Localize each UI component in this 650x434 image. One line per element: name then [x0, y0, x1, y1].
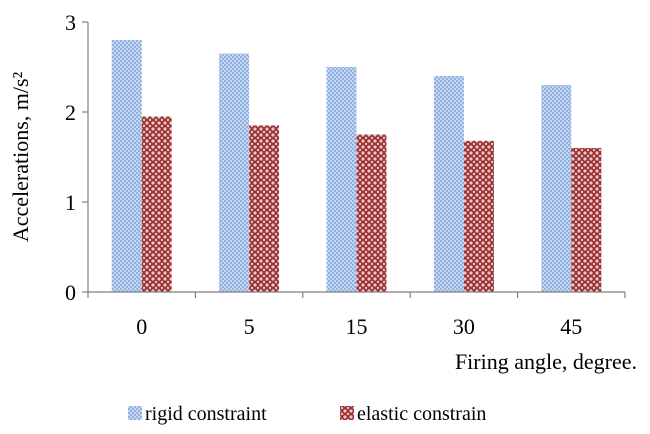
y-ticks-group: 0 1 2 3 — [65, 10, 88, 305]
legend-label-rigid: rigid constraint — [145, 403, 267, 425]
bar-elastic-30 — [463, 140, 494, 292]
bar-rigid-5 — [219, 53, 250, 292]
bar-rigid-45 — [541, 85, 572, 292]
bar-rigid-15 — [326, 67, 357, 292]
x-tick-label: 5 — [244, 314, 255, 339]
y-axis-title: Accelerations, m/s² — [8, 71, 33, 242]
bar-elastic-15 — [356, 134, 387, 292]
bar-elastic-0 — [141, 116, 172, 292]
bars-group — [111, 40, 602, 292]
legend-swatch-rigid — [128, 406, 142, 420]
x-axis-title: Firing angle, degree. — [455, 349, 637, 374]
bar-elastic-45 — [571, 148, 602, 292]
legend-label-elastic: elastic constrain — [357, 403, 486, 425]
bar-elastic-5 — [249, 125, 280, 292]
y-tick-label: 0 — [65, 280, 76, 305]
y-tick-label: 2 — [65, 100, 76, 125]
legend-swatch-elastic — [340, 406, 354, 420]
bar-rigid-0 — [111, 40, 142, 292]
x-tick-label: 30 — [453, 314, 475, 339]
y-tick-label: 1 — [65, 190, 76, 215]
x-ticks-group: 0 5 15 30 45 — [87, 292, 626, 339]
x-tick-label: 45 — [560, 314, 582, 339]
x-tick-label: 15 — [346, 314, 368, 339]
x-tick-label: 0 — [136, 314, 147, 339]
y-tick-label: 3 — [65, 10, 76, 35]
legend: rigid constraint elastic constrain — [128, 403, 486, 425]
bar-rigid-30 — [433, 76, 464, 292]
